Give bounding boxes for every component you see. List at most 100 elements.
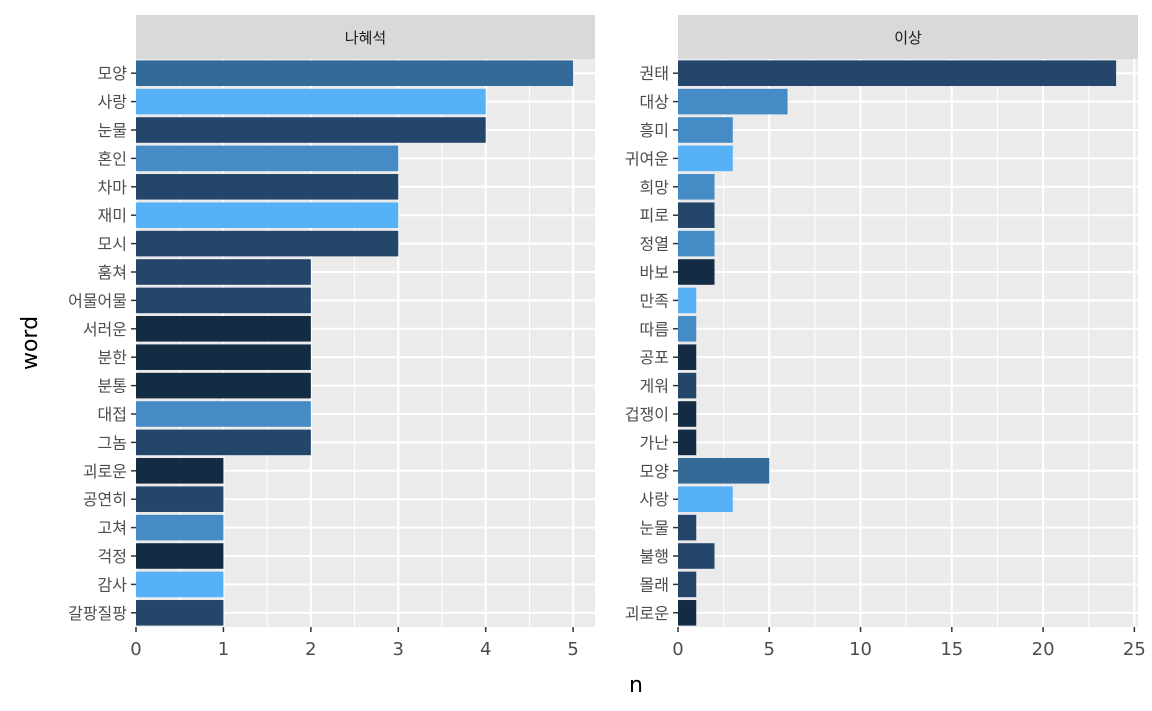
bar — [136, 600, 224, 626]
facet-title: 이상 — [894, 29, 922, 47]
x-tick-label: 5 — [567, 639, 578, 660]
bar — [678, 429, 697, 456]
panel-background — [678, 59, 1138, 627]
y-tick-label: 대접 — [98, 405, 127, 424]
y-tick-label: 정열 — [640, 235, 669, 254]
x-tick-label: 3 — [393, 639, 404, 660]
y-tick-label: 권태 — [640, 64, 669, 83]
bar — [136, 202, 399, 228]
x-tick-label: 25 — [1123, 639, 1146, 660]
bar — [678, 401, 697, 427]
x-tick-label: 1 — [218, 639, 229, 660]
bar — [136, 230, 399, 257]
y-tick-label: 바보 — [640, 263, 669, 282]
y-tick-label: 고쳐 — [98, 519, 127, 538]
facet-strip — [678, 15, 1138, 59]
y-tick-label: 사랑 — [98, 93, 128, 112]
y-tick-label: 몰래 — [640, 575, 669, 594]
panel-2: 이상권태대상흥미귀여운희망피로정열바보만족따름공포게워겁쟁이가난모양사랑눈물불행… — [625, 15, 1146, 660]
y-tick-label: 공포 — [640, 348, 669, 367]
y-tick-label: 눈물 — [98, 121, 127, 140]
bar — [136, 486, 224, 512]
x-tick-label: 0 — [130, 639, 141, 660]
bar — [136, 458, 224, 484]
bar — [136, 372, 311, 399]
bar — [678, 600, 697, 626]
y-tick-label: 분통 — [98, 377, 127, 396]
y-tick-label: 괴로운 — [625, 604, 669, 623]
y-tick-label: 모양 — [98, 64, 128, 83]
bar — [678, 344, 697, 370]
y-tick-label: 갈팡질팡 — [68, 604, 127, 623]
facet-strip — [136, 15, 595, 59]
x-tick-label: 0 — [672, 639, 683, 660]
bar — [678, 117, 733, 143]
bar — [678, 259, 715, 285]
y-tick-label: 공연히 — [83, 490, 127, 509]
y-tick-label: 흥미 — [640, 121, 669, 140]
y-tick-label: 모양 — [640, 462, 670, 481]
y-tick-label: 가난 — [640, 433, 670, 452]
bar — [136, 543, 224, 569]
y-tick-label: 만족 — [640, 291, 669, 310]
panel-background — [136, 59, 595, 627]
x-axis-title: n — [629, 673, 643, 698]
y-tick-label: 대상 — [640, 93, 670, 112]
y-tick-label: 서러운 — [83, 320, 127, 339]
y-tick-label: 혼인 — [98, 149, 127, 168]
panel-1: 나혜석모양사랑눈물혼인차마재미모시훔쳐어물어물서러운분한분통대접그놈괴로운공연히… — [68, 15, 595, 660]
y-tick-label: 불행 — [640, 547, 669, 566]
y-tick-label: 감사 — [98, 575, 128, 594]
bar — [136, 259, 311, 285]
bar — [678, 514, 697, 541]
bar — [136, 117, 486, 143]
y-tick-label: 재미 — [98, 206, 127, 225]
y-tick-label: 훔쳐 — [98, 263, 127, 282]
y-tick-label: 괴로운 — [83, 462, 127, 481]
bar — [678, 316, 697, 342]
y-tick-label: 분한 — [98, 348, 128, 367]
bar — [678, 486, 733, 512]
bar — [136, 571, 224, 598]
bar — [136, 145, 399, 172]
bar — [136, 287, 311, 314]
bar — [136, 429, 311, 456]
y-tick-label: 귀여운 — [625, 149, 669, 168]
x-tick-label: 4 — [480, 639, 491, 660]
y-tick-label: 따름 — [640, 320, 669, 339]
y-axis-title: word — [18, 316, 43, 370]
y-tick-label: 겁쟁이 — [625, 405, 669, 424]
bar — [678, 543, 715, 569]
bar — [678, 571, 697, 598]
bar — [678, 202, 715, 228]
y-tick-label: 그놈 — [98, 433, 127, 452]
y-tick-label: 게워 — [640, 377, 669, 396]
bar — [678, 174, 715, 200]
bar — [678, 287, 697, 314]
bar — [136, 88, 486, 115]
y-tick-label: 사랑 — [640, 490, 670, 509]
x-tick-label: 20 — [1032, 639, 1055, 660]
x-tick-label: 15 — [940, 639, 963, 660]
bar — [678, 372, 697, 399]
bar — [136, 316, 311, 342]
bar — [678, 458, 770, 484]
y-tick-label: 차마 — [98, 178, 128, 197]
y-tick-label: 피로 — [640, 206, 669, 225]
bar — [678, 88, 788, 115]
x-tick-label: 5 — [764, 639, 775, 660]
bar — [678, 60, 1117, 86]
bar — [136, 514, 224, 541]
y-tick-label: 걱정 — [98, 547, 127, 566]
bar — [136, 344, 311, 370]
facet-panels: 나혜석모양사랑눈물혼인차마재미모시훔쳐어물어물서러운분한분통대접그놈괴로운공연히… — [68, 15, 1146, 660]
x-tick-label: 2 — [305, 639, 316, 660]
y-tick-label: 어물어물 — [68, 291, 127, 310]
y-tick-label: 희망 — [640, 178, 670, 197]
x-tick-label: 10 — [849, 639, 872, 660]
facet-title: 나혜석 — [345, 29, 386, 47]
bar — [678, 230, 715, 257]
y-tick-label: 모시 — [98, 235, 127, 254]
y-tick-label: 눈물 — [640, 519, 669, 538]
